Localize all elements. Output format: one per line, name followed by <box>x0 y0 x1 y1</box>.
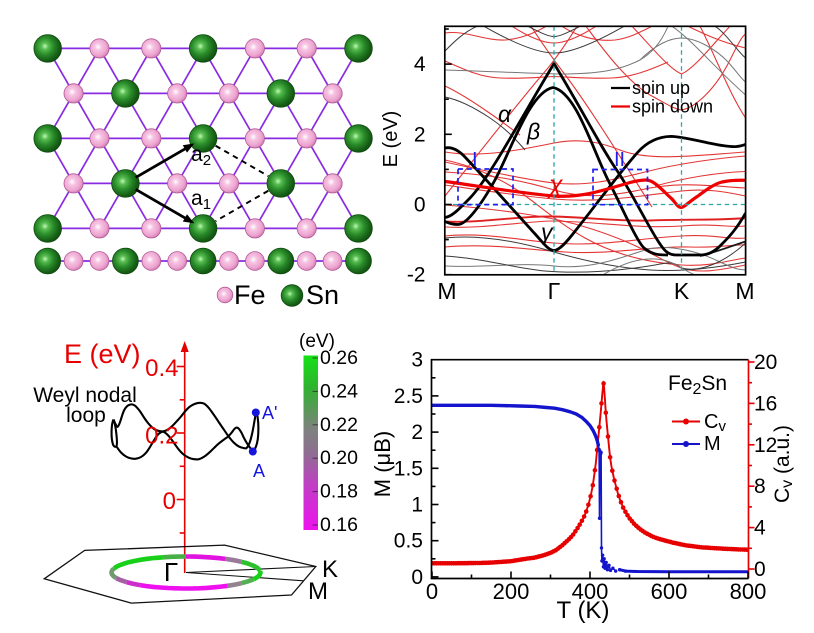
svg-text:A': A' <box>262 403 277 423</box>
svg-text:T (K): T (K) <box>557 597 610 624</box>
svg-text:-2: -2 <box>407 264 426 287</box>
svg-text:2: 2 <box>414 123 426 146</box>
svg-text:K: K <box>674 278 690 304</box>
svg-text:γ: γ <box>541 219 554 245</box>
svg-text:Weyl nodal: Weyl nodal <box>33 384 137 407</box>
svg-text:a1: a1 <box>191 187 211 213</box>
svg-text:2: 2 <box>411 421 423 444</box>
svg-text:16: 16 <box>754 392 777 415</box>
svg-text:200: 200 <box>493 579 530 604</box>
svg-text:600: 600 <box>651 579 688 604</box>
svg-text:4: 4 <box>754 517 766 540</box>
svg-text:0: 0 <box>414 194 426 217</box>
svg-text:0: 0 <box>411 566 423 589</box>
svg-text:20: 20 <box>754 351 777 374</box>
svg-text:M: M <box>704 433 721 455</box>
svg-text:400: 400 <box>572 579 609 604</box>
svg-text:0.22: 0.22 <box>320 414 358 436</box>
svg-text:3: 3 <box>411 349 423 372</box>
svg-text:12: 12 <box>754 434 777 457</box>
svg-text:0.18: 0.18 <box>320 481 358 503</box>
svg-text:0: 0 <box>426 579 438 604</box>
svg-text:4: 4 <box>414 53 426 76</box>
svg-text:E (eV): E (eV) <box>380 111 402 168</box>
svg-text:800: 800 <box>730 579 767 604</box>
svg-text:E (eV): E (eV) <box>64 339 141 369</box>
svg-text:I: I <box>472 149 478 171</box>
svg-text:A: A <box>253 461 265 481</box>
svg-text:K: K <box>322 556 338 583</box>
svg-text:0.4: 0.4 <box>145 355 178 382</box>
svg-text:Γ: Γ <box>164 557 178 587</box>
svg-text:M (μB): M (μB) <box>370 431 395 497</box>
svg-text:1.5: 1.5 <box>394 457 423 480</box>
svg-text:8: 8 <box>754 475 766 498</box>
svg-text:M: M <box>437 278 456 304</box>
svg-text:2.5: 2.5 <box>394 385 423 408</box>
svg-text:M: M <box>308 578 328 605</box>
svg-text:α: α <box>498 101 512 127</box>
svg-text:0.26: 0.26 <box>320 347 358 369</box>
svg-text:Cv: Cv <box>704 411 726 435</box>
svg-text:0.20: 0.20 <box>320 447 358 469</box>
svg-text:Γ: Γ <box>548 278 561 304</box>
svg-text:II: II <box>614 149 625 171</box>
svg-text:Sn: Sn <box>306 280 339 310</box>
svg-text:spin down: spin down <box>632 97 713 117</box>
svg-text:0.5: 0.5 <box>394 530 423 553</box>
svg-text:1: 1 <box>411 494 423 517</box>
svg-text:Fe: Fe <box>234 280 266 310</box>
svg-text:spin up: spin up <box>632 78 690 98</box>
svg-text:loop: loop <box>66 404 106 427</box>
svg-text:β: β <box>526 119 540 145</box>
svg-text:0.16: 0.16 <box>320 514 358 536</box>
svg-text:0.2: 0.2 <box>145 423 178 450</box>
svg-text:0: 0 <box>754 558 766 581</box>
svg-text:χ: χ <box>547 171 563 199</box>
svg-text:0: 0 <box>163 488 176 515</box>
svg-text:Fe2Sn: Fe2Sn <box>668 372 727 398</box>
svg-text:(eV): (eV) <box>299 331 335 352</box>
svg-text:M: M <box>735 278 754 304</box>
svg-text:0.24: 0.24 <box>320 380 358 402</box>
svg-text:Cv (a.u.): Cv (a.u.) <box>771 425 796 503</box>
